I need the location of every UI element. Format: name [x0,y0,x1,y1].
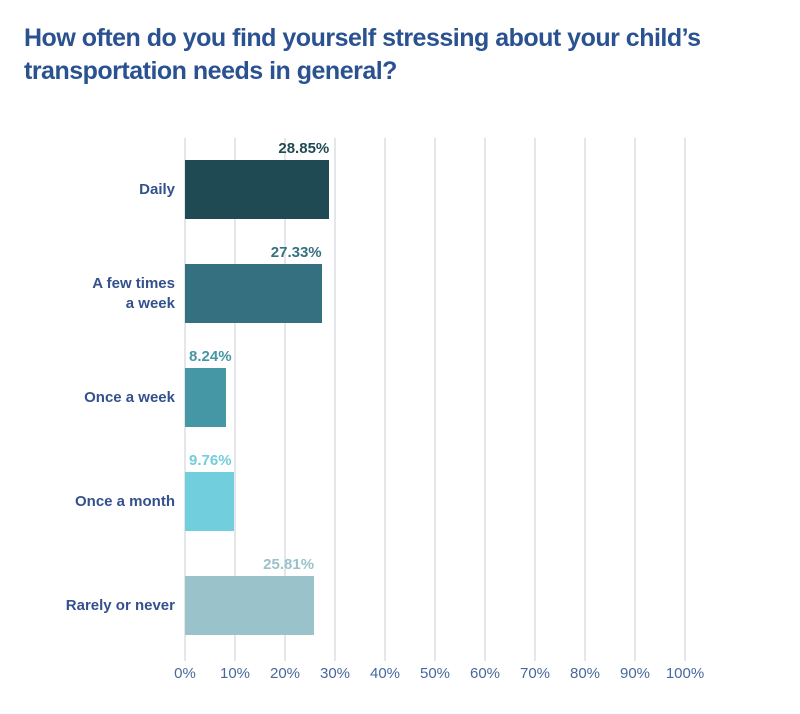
gridline [484,138,486,661]
plot-area: 0% 10% 20% 30% 40% 50% 60% 70% 80% 90% 100% Daily 28… [66,138,704,682]
gridline [584,138,586,661]
x-axis-tick-label: 90% [619,665,651,682]
bar [185,472,234,531]
x-axis-tick-label: 60% [469,665,501,682]
chart-row: Once a month 9.76% [75,450,685,554]
category-label: Once a month [74,493,175,510]
gridline [534,138,536,661]
category-label: Daily [139,181,175,198]
bar [185,368,227,427]
gridline [684,138,686,661]
bar [185,160,330,219]
chart-title: How often do you find yourself stressing… [24,24,701,85]
chart-row: A few times a week 27.33% [92,242,685,346]
gridline [634,138,636,661]
x-axis-tick-label: 20% [269,665,301,682]
category-label: Once a week [84,389,175,406]
bar [185,576,315,635]
value-label: 27.33% [270,244,322,261]
value-label: 28.85% [278,140,330,157]
gridline [284,138,286,661]
x-axis-tick-label: 100% [665,665,705,682]
gridline [434,138,436,661]
x-axis-tick-label: 0% [174,665,196,682]
category-label: A few times a week [92,275,175,312]
bar [185,264,322,323]
gridline [384,138,386,661]
gridline [334,138,336,661]
x-axis-tick-label: 50% [419,665,451,682]
value-label: 25.81% [263,556,315,573]
x-axis-tick-label: 30% [319,665,351,682]
x-axis-tick-label: 10% [219,665,251,682]
chart-row: Rarely or never 25.81% [66,554,685,658]
chart-row: Daily 28.85% [139,138,685,242]
value-label: 9.76% [189,452,232,469]
x-axis-tick-label: 70% [519,665,551,682]
chart-row: Once a week 8.24% [84,346,685,450]
x-axis-tick-label: 40% [369,665,401,682]
gridline [234,138,236,661]
category-label: Rarely or never [65,597,175,614]
x-axis-tick-label: 80% [569,665,601,682]
value-label: 8.24% [189,348,232,365]
